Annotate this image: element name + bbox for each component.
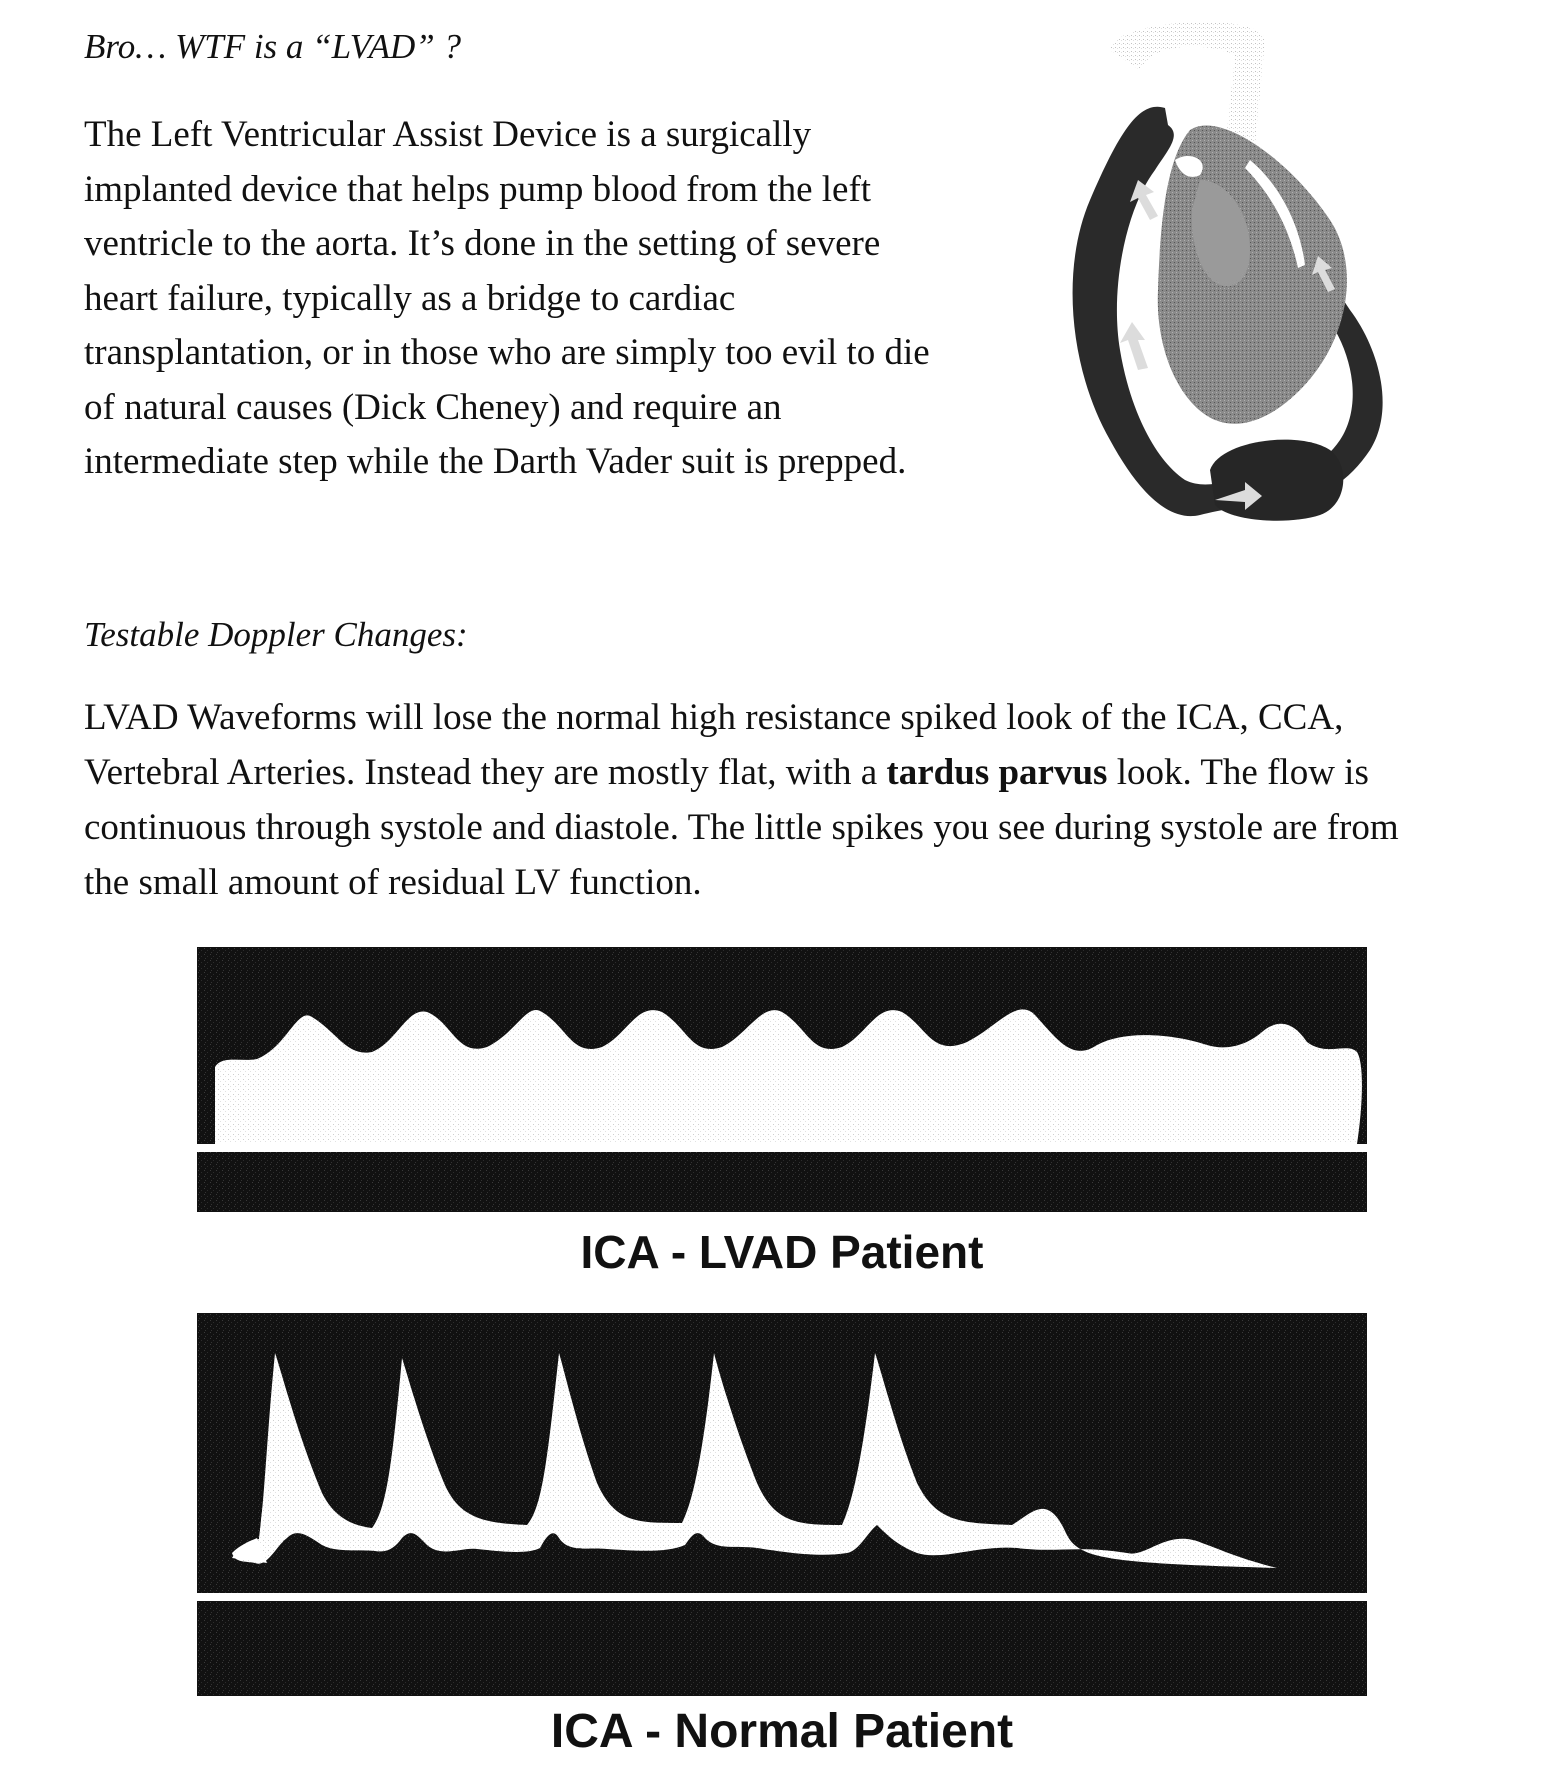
- intro-paragraph: The Left Ventricular Assist Device is a …: [84, 108, 984, 490]
- doppler-line: LVAD Waveforms will lose the normal high…: [84, 697, 1344, 738]
- heart-lvad-diagram-icon: [1072, 21, 1383, 521]
- normal-waveform-caption: ICA - Normal Patient: [550, 1705, 1014, 1758]
- lvad-waveform-image: [197, 947, 1367, 1212]
- normal-waveform-image: [197, 1313, 1367, 1696]
- section-title-lvad: Bro… WTF is a “LVAD” ?: [84, 27, 461, 66]
- intro-line: heart failure, typically as a bridge to …: [84, 277, 736, 319]
- tardus-parvus-term: tardus parvus: [886, 752, 1108, 793]
- doppler-line: the small amount of residual LV function…: [84, 862, 702, 903]
- intro-line: transplantation, or in those who are sim…: [84, 332, 930, 373]
- intro-line: implanted device that helps pump blood f…: [84, 168, 872, 210]
- doppler-paragraph: LVAD Waveforms will lose the normal high…: [84, 690, 1494, 910]
- intro-line: ventricle to the aorta. It’s done in the…: [84, 223, 881, 264]
- doppler-line: continuous through systole and diastole.…: [84, 807, 1399, 848]
- intro-line: intermediate step while the Darth Vader …: [84, 441, 907, 482]
- doppler-line-text: Vertebral Arteries. Instead they are mos…: [84, 752, 887, 793]
- intro-line: The Left Ventricular Assist Device is a …: [84, 114, 812, 155]
- lvad-waveform-caption: ICA - LVAD Patient: [580, 1226, 984, 1278]
- section-title-doppler: Testable Doppler Changes:: [84, 615, 468, 654]
- doppler-line-text: look. The flow is: [1107, 752, 1369, 793]
- doppler-line: Vertebral Arteries. Instead they are mos…: [84, 745, 1494, 800]
- intro-line: of natural causes (Dick Cheney) and requ…: [84, 386, 782, 428]
